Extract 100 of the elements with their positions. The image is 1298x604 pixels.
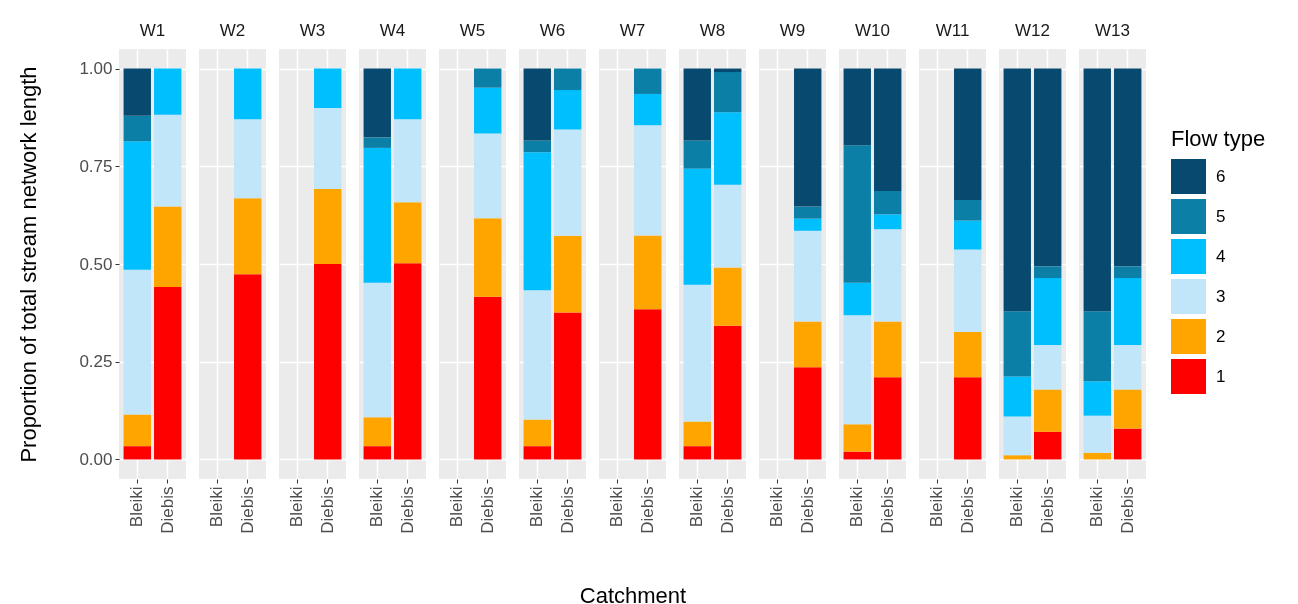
bar bbox=[1083, 415, 1111, 453]
bar bbox=[683, 168, 711, 285]
bar bbox=[1003, 376, 1031, 417]
bar bbox=[683, 284, 711, 422]
bar bbox=[523, 140, 551, 153]
bar bbox=[154, 68, 182, 115]
bar bbox=[843, 145, 871, 283]
bar bbox=[843, 424, 871, 452]
chart-title: W5 bbox=[459, 21, 486, 40]
x-tick-label: Diebis bbox=[477, 486, 497, 534]
bar bbox=[363, 417, 391, 447]
y-tick-label: 0.00 bbox=[79, 449, 113, 469]
bar bbox=[123, 269, 151, 415]
x-tick-label: Bleiki bbox=[127, 486, 147, 528]
bar bbox=[394, 202, 422, 264]
bar bbox=[1003, 311, 1031, 377]
bar bbox=[1034, 389, 1062, 432]
bar bbox=[123, 115, 151, 142]
chart-title: W4 bbox=[379, 21, 406, 40]
bar bbox=[874, 68, 902, 191]
bar bbox=[363, 68, 391, 138]
x-tick-label: Diebis bbox=[877, 486, 897, 534]
bar bbox=[154, 206, 182, 288]
legend-label: 5 bbox=[1216, 206, 1226, 226]
x-tick-label: Diebis bbox=[557, 486, 577, 534]
bar bbox=[1034, 68, 1062, 267]
y-tick-label: 0.50 bbox=[79, 254, 113, 274]
bar bbox=[1083, 311, 1111, 382]
x-tick-label: Bleiki bbox=[687, 486, 707, 528]
bar bbox=[123, 141, 151, 270]
bar bbox=[1114, 266, 1142, 279]
bar bbox=[394, 263, 422, 460]
x-tick-label: Bleiki bbox=[1087, 486, 1107, 528]
bar bbox=[843, 68, 871, 146]
bar bbox=[683, 68, 711, 141]
bar bbox=[714, 267, 742, 326]
bar bbox=[554, 235, 582, 313]
bar bbox=[714, 184, 742, 268]
x-tick-label: Bleiki bbox=[447, 486, 467, 528]
legend-label: 2 bbox=[1216, 326, 1226, 346]
x-tick-label: Diebis bbox=[237, 486, 257, 534]
bar bbox=[1114, 68, 1142, 267]
bar bbox=[363, 137, 391, 148]
x-tick-label: Diebis bbox=[397, 486, 417, 534]
bar bbox=[1003, 416, 1031, 456]
x-tick-label: Diebis bbox=[717, 486, 737, 534]
bar bbox=[123, 68, 151, 116]
legend-title: Flow type bbox=[1171, 126, 1266, 151]
bar bbox=[843, 282, 871, 316]
bar bbox=[1034, 344, 1062, 390]
bar bbox=[683, 421, 711, 447]
bar bbox=[523, 419, 551, 447]
bar bbox=[394, 119, 422, 203]
chart-title: W2 bbox=[219, 21, 246, 40]
y-tick-label: 0.75 bbox=[79, 156, 113, 176]
bar bbox=[363, 446, 391, 460]
x-tick-label: Bleiki bbox=[607, 486, 627, 528]
bar bbox=[523, 68, 551, 141]
y-axis-title: Proportion of total stream network length bbox=[16, 66, 42, 463]
chart-title: W10 bbox=[855, 21, 890, 40]
bar bbox=[683, 446, 711, 460]
y-tick-label: 1.00 bbox=[79, 59, 113, 79]
x-tick-label: Bleiki bbox=[767, 486, 787, 528]
bar bbox=[123, 446, 151, 460]
x-axis-title: Catchment bbox=[579, 582, 687, 604]
bar bbox=[714, 72, 742, 113]
chart-title: W13 bbox=[1095, 21, 1130, 40]
bar bbox=[1003, 455, 1031, 460]
x-tick-label: Diebis bbox=[317, 486, 337, 534]
chart-title: W3 bbox=[299, 21, 326, 40]
chart-title: W8 bbox=[699, 21, 726, 40]
bar bbox=[874, 214, 902, 230]
bar bbox=[154, 114, 182, 207]
bar bbox=[363, 282, 391, 418]
bar bbox=[363, 147, 391, 283]
bar bbox=[554, 129, 582, 236]
chart-title: W9 bbox=[779, 21, 806, 40]
chart-title: W6 bbox=[539, 21, 566, 40]
x-tick-label: Diebis bbox=[957, 486, 977, 534]
bar bbox=[1034, 266, 1062, 279]
x-tick-label: Bleiki bbox=[927, 486, 947, 528]
bar bbox=[1034, 278, 1062, 345]
bar bbox=[683, 140, 711, 169]
bar bbox=[154, 287, 182, 460]
chart-title: W11 bbox=[935, 21, 970, 40]
x-tick-label: Diebis bbox=[157, 486, 177, 534]
x-tick-label: Bleiki bbox=[527, 486, 547, 528]
bar bbox=[123, 414, 151, 447]
x-tick-label: Diebis bbox=[637, 486, 657, 534]
bar bbox=[554, 312, 582, 460]
x-tick-label: Diebis bbox=[1037, 486, 1057, 534]
bar bbox=[874, 190, 902, 215]
legend-label: 1 bbox=[1216, 366, 1226, 386]
bar bbox=[554, 90, 582, 130]
bar bbox=[1003, 68, 1031, 312]
bar bbox=[394, 68, 422, 120]
legend-label: 4 bbox=[1216, 246, 1226, 266]
y-tick-label: 0.25 bbox=[79, 352, 113, 372]
bar bbox=[874, 229, 902, 322]
x-tick-label: Bleiki bbox=[207, 486, 227, 528]
